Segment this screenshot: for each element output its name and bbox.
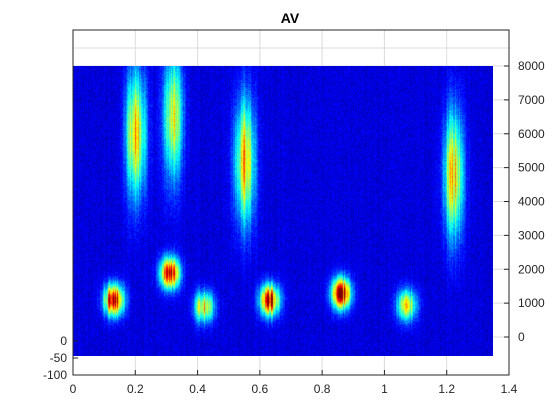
- left-tick-label: -50: [50, 351, 68, 365]
- x-tick-label: 1: [381, 382, 388, 396]
- axes-frame: [72, 29, 510, 376]
- x-axis-ticks: 0 0.2 0.4 0.6 0.8 1 1.2 1.4: [70, 370, 518, 396]
- right-tick-label: 1000: [518, 296, 545, 310]
- right-tick-label: 4000: [518, 195, 545, 209]
- x-tick-label: 0.4: [189, 382, 206, 396]
- x-tick-label: 0.6: [252, 382, 269, 396]
- x-tick-label: 0: [70, 382, 77, 396]
- x-tick-label: 1.2: [438, 382, 455, 396]
- right-axis-ticks: 0 1000 2000 3000 4000 5000 6000 7000 8000: [504, 59, 545, 344]
- right-tick-label: 7000: [518, 93, 545, 107]
- spectrogram-plot: [73, 66, 493, 356]
- spectrogram-image: [73, 66, 493, 356]
- right-tick-label: 3000: [518, 228, 545, 242]
- x-tick-label: 0.2: [127, 382, 144, 396]
- x-tick-label: 0.8: [314, 382, 331, 396]
- right-tick-label: 0: [518, 330, 525, 344]
- right-tick-label: 2000: [518, 262, 545, 276]
- chart-title: AV: [281, 10, 300, 26]
- right-tick-label: 8000: [518, 59, 545, 73]
- right-tick-label: 6000: [518, 127, 545, 141]
- right-tick-label: 5000: [518, 161, 545, 175]
- left-tick-label: 0: [60, 334, 67, 348]
- left-axis-ticks: 0 -50 -100: [43, 334, 78, 382]
- x-tick-label: 1.4: [501, 382, 518, 396]
- left-tick-label: -100: [43, 368, 67, 382]
- plot-box: [72, 29, 510, 376]
